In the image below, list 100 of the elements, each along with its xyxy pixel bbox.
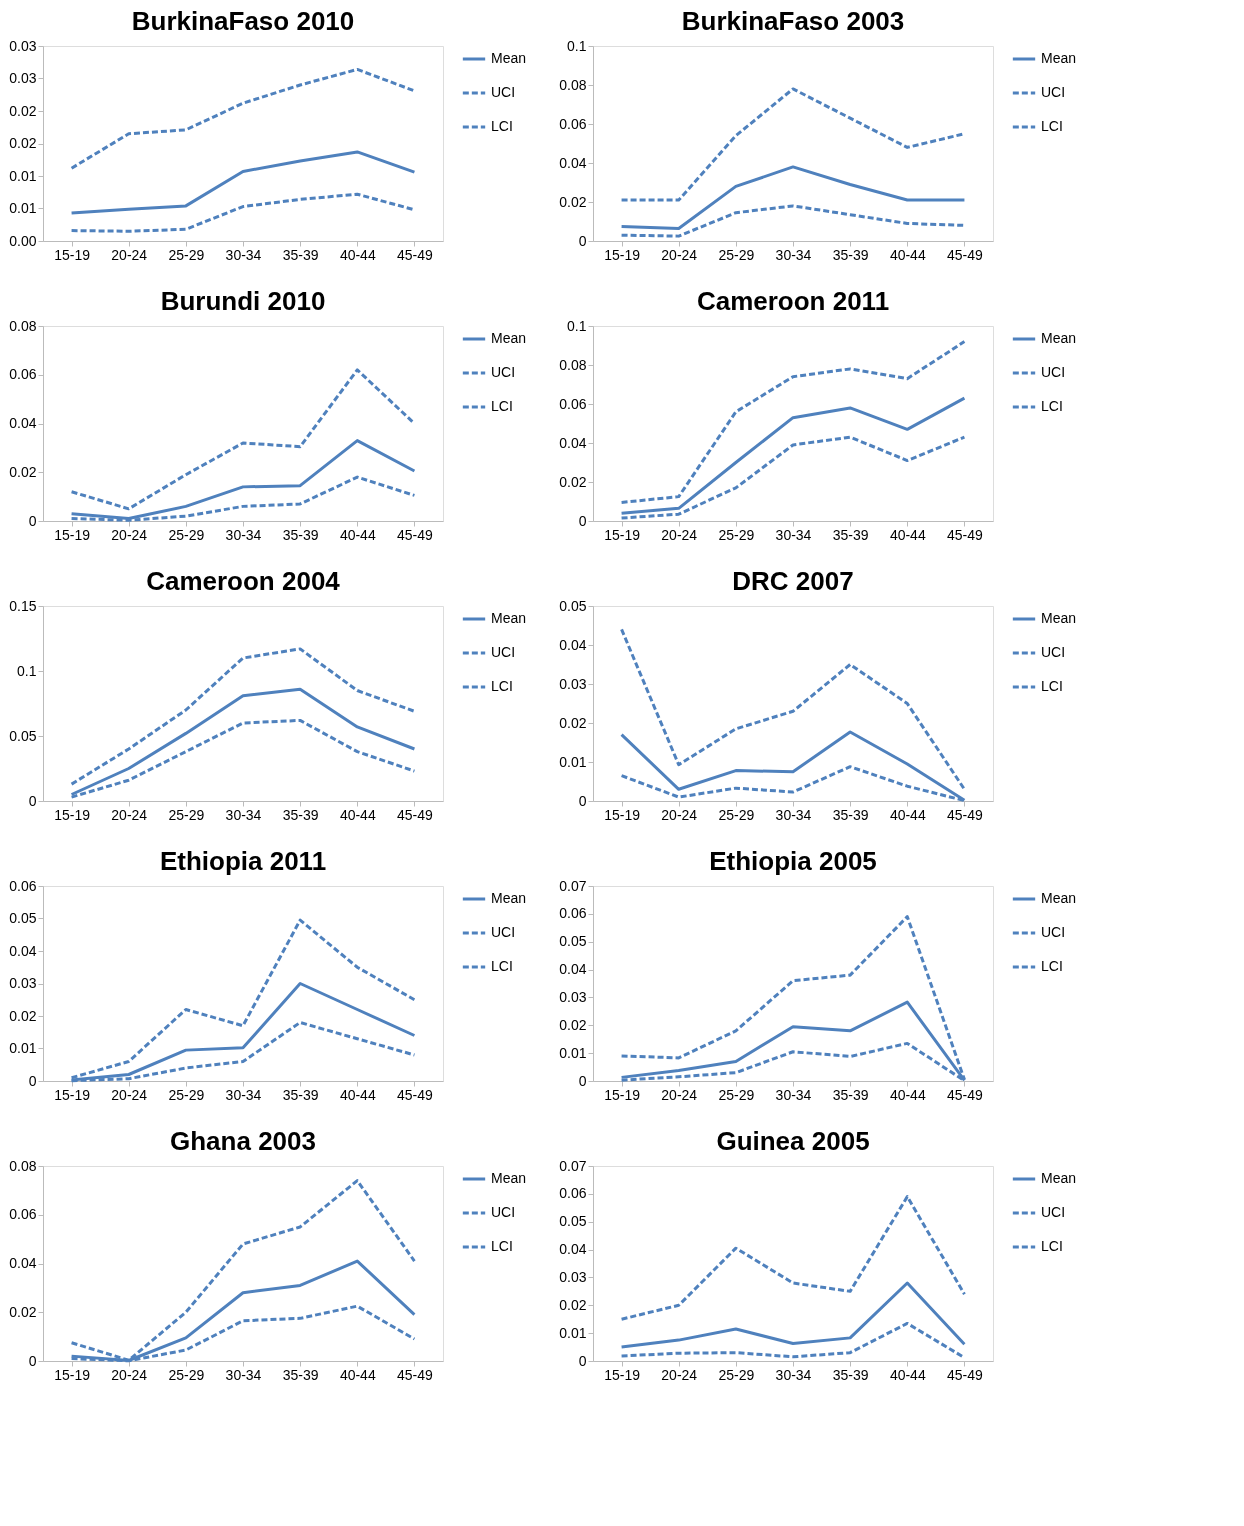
- legend-label: UCI: [1041, 1204, 1066, 1220]
- legend-label: Mean: [1041, 610, 1077, 626]
- line-series: [70, 439, 416, 521]
- y-tick-label: 0.05: [559, 1213, 587, 1230]
- legend-label: LCI: [491, 958, 513, 974]
- y-tick-label: 0: [28, 1352, 37, 1369]
- x-tick-label: 40-44: [889, 246, 926, 263]
- line-series: [620, 87, 966, 202]
- x-tick-label: 25-29: [168, 1086, 205, 1103]
- y-tick-label: 0.01: [559, 1324, 587, 1341]
- x-tick-label: 20-24: [111, 246, 148, 263]
- y-tick-label: 0: [578, 512, 587, 529]
- y-tick-label: 0.03: [9, 975, 37, 991]
- x-tick-label: 25-29: [168, 1366, 205, 1383]
- y-tick-label: 0: [578, 792, 587, 809]
- line-series: [70, 67, 416, 170]
- y-tick-label: 0.01: [9, 167, 37, 184]
- y-tick-label: 0.01: [559, 753, 587, 770]
- x-tick-label: 15-19: [54, 1086, 91, 1103]
- x-tick-label: 35-39: [282, 1366, 319, 1383]
- x-tick-label: 15-19: [604, 246, 641, 263]
- line-series: [620, 165, 966, 231]
- y-tick-label: 0: [578, 1352, 587, 1369]
- legend-label: UCI: [1041, 924, 1066, 940]
- x-tick-label: 15-19: [54, 806, 91, 823]
- y-tick-label: 0.02: [559, 1016, 587, 1033]
- x-tick-label: 30-34: [225, 806, 262, 823]
- y-tick-label: 0.02: [559, 193, 587, 210]
- x-tick-label: 15-19: [54, 1366, 91, 1383]
- line-series: [70, 192, 416, 233]
- chart-title: Cameroon 2004: [146, 566, 341, 596]
- x-tick-label: 35-39: [832, 806, 869, 823]
- line-series: [70, 647, 416, 786]
- x-tick-label: 45-49: [947, 1086, 984, 1103]
- y-tick-label: 0.02: [559, 473, 587, 490]
- x-tick-label: 35-39: [832, 526, 869, 543]
- line-series: [620, 340, 966, 504]
- legend-label: UCI: [1041, 644, 1066, 660]
- y-tick-label: 0.04: [9, 415, 37, 431]
- y-tick-label: 0: [578, 1072, 587, 1089]
- chart-title: Guinea 2005: [716, 1126, 870, 1156]
- legend-label: UCI: [491, 924, 516, 940]
- legend-label: Mean: [491, 50, 527, 66]
- chart-title: Cameroon 2011: [696, 286, 890, 316]
- y-tick-label: 0.01: [9, 1040, 37, 1056]
- x-tick-label: 20-24: [111, 1366, 148, 1383]
- x-tick-label: 35-39: [282, 1086, 319, 1103]
- x-tick-label: 15-19: [54, 246, 91, 263]
- x-tick-label: 20-24: [661, 806, 698, 823]
- x-tick-label: 45-49: [397, 246, 434, 263]
- y-tick-label: 0.01: [559, 1044, 587, 1061]
- y-tick-label: 0.06: [9, 1206, 37, 1223]
- y-tick-label: 0.15: [9, 597, 37, 614]
- x-tick-label: 15-19: [604, 806, 641, 823]
- x-tick-label: 15-19: [604, 1366, 641, 1383]
- line-series: [620, 627, 966, 791]
- x-tick-label: 35-39: [282, 806, 319, 823]
- y-tick-label: 0.06: [559, 115, 587, 132]
- y-tick-label: 0.02: [9, 102, 37, 119]
- y-tick-label: 0.02: [559, 1296, 587, 1313]
- line-series: [620, 204, 966, 238]
- x-tick-label: 40-44: [339, 526, 376, 543]
- x-tick-label: 15-19: [604, 526, 641, 543]
- y-tick-label: 0.02: [559, 714, 587, 731]
- legend-label: LCI: [1041, 398, 1063, 414]
- legend-label: LCI: [491, 678, 513, 694]
- y-tick-label: 0.06: [559, 395, 587, 412]
- x-tick-label: 15-19: [54, 526, 91, 543]
- y-tick-label: 0: [28, 512, 37, 529]
- y-tick-label: 0: [578, 232, 587, 249]
- y-tick-label: 0.07: [559, 877, 587, 894]
- x-tick-label: 40-44: [339, 1086, 376, 1103]
- x-tick-label: 45-49: [947, 526, 984, 543]
- x-tick-label: 15-19: [604, 1086, 641, 1103]
- legend-label: LCI: [1041, 1238, 1063, 1254]
- x-tick-label: 35-39: [832, 1086, 869, 1103]
- x-tick-label: 30-34: [225, 1086, 262, 1103]
- legend-label: LCI: [1041, 118, 1063, 134]
- x-tick-label: 30-34: [225, 526, 262, 543]
- y-tick-label: 0.06: [9, 877, 37, 894]
- legend-label: Mean: [491, 890, 527, 906]
- y-tick-label: 0: [28, 1072, 37, 1089]
- y-tick-label: 0.06: [559, 1185, 587, 1202]
- x-tick-label: 40-44: [889, 1366, 926, 1383]
- y-tick-label: 0.08: [9, 317, 37, 334]
- legend-label: LCI: [1041, 958, 1063, 974]
- y-tick-label: 0.03: [559, 675, 587, 692]
- y-tick-label: 0.02: [9, 463, 37, 480]
- legend-label: UCI: [491, 364, 516, 380]
- x-tick-label: 40-44: [339, 806, 376, 823]
- y-tick-label: 0.02: [9, 1007, 37, 1024]
- x-tick-label: 20-24: [661, 1366, 698, 1383]
- y-tick-label: 0.04: [559, 636, 587, 653]
- x-tick-label: 40-44: [339, 246, 376, 263]
- x-tick-label: 30-34: [225, 1366, 262, 1383]
- line-series: [620, 1195, 966, 1321]
- legend-label: Mean: [1041, 330, 1077, 346]
- x-tick-label: 45-49: [947, 1366, 984, 1383]
- x-tick-label: 30-34: [775, 526, 812, 543]
- x-tick-label: 35-39: [282, 526, 319, 543]
